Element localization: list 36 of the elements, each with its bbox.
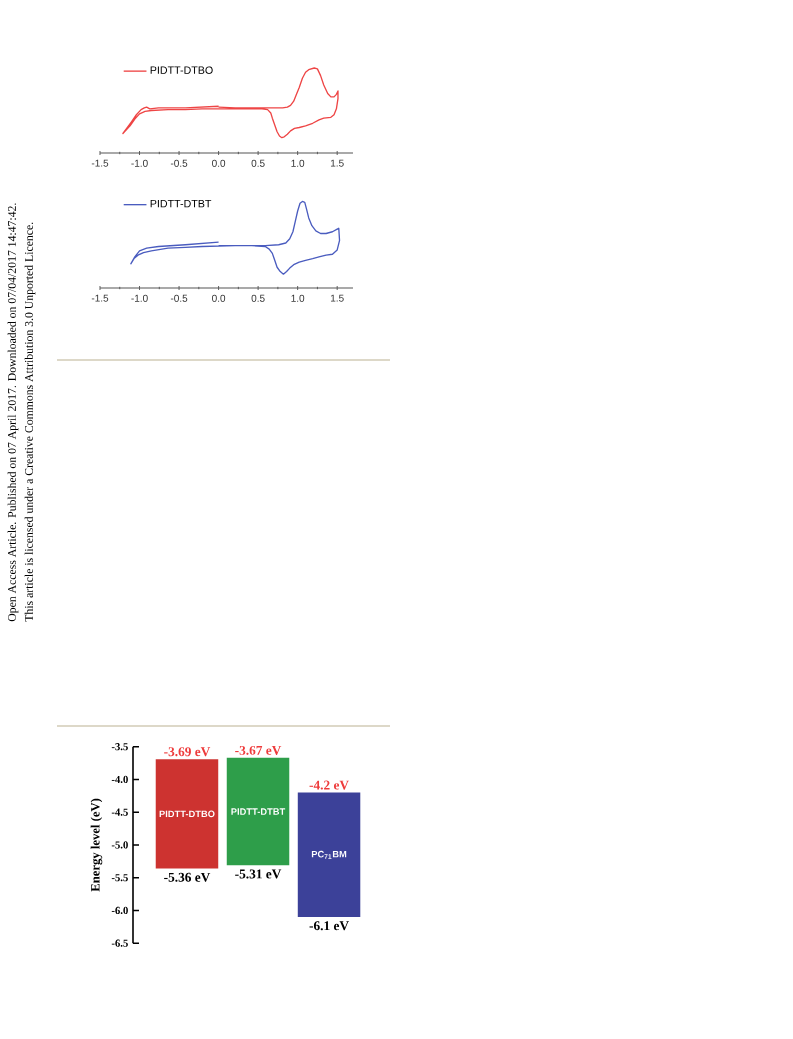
annotation: -3.67 eV [235, 745, 282, 755]
x-tick-label: 0.5 [251, 294, 265, 302]
x-tick-label: 0.0 [212, 159, 226, 167]
x-tick-label: -1.0 [131, 159, 148, 167]
x-tick-label: -0.5 [170, 294, 188, 302]
annotation: -3.69 eV [164, 747, 211, 757]
y-tick-label: -3.5 [111, 743, 128, 751]
x-tick-label: -0.5 [170, 159, 188, 167]
x-tick-label: 1.5 [330, 294, 344, 302]
annotation: -5.36 eV [164, 872, 211, 882]
annotation: -4.2 eV [309, 780, 349, 790]
x-tick-label: 0.5 [251, 159, 265, 167]
y-axis-title: Energy level (eV) [90, 798, 103, 892]
x-tick-label: -1.5 [91, 159, 109, 167]
x-tick-label: -1.5 [91, 294, 109, 302]
legend-label: PIDTT-DTBO [150, 66, 213, 74]
y-tick-label: -6.5 [111, 939, 128, 947]
y-tick-label: -4.0 [111, 775, 128, 784]
x-tick-label: 0.0 [212, 294, 226, 302]
y-tick-label: -5.0 [111, 841, 128, 849]
x-tick-label: -1.0 [131, 294, 148, 302]
annotation: -5.31 eV [235, 869, 282, 879]
bar [297, 792, 361, 918]
x-tick-label: PC$_{71}$BM [311, 850, 347, 859]
y-tick-label: -6.0 [111, 906, 128, 915]
x-tick-label: 1.0 [291, 294, 305, 302]
text: Open Access Article. Published on 07 April 2017. Downloaded on 07/04/2017 14:47:42. [7, 203, 19, 622]
x-tick-label: 1.5 [330, 159, 344, 167]
legend-label: PIDTT-DTBT [150, 200, 212, 208]
text: This article is licensed under a Creative Commons Attribution 3.0 Unported Licence. [24, 222, 36, 622]
annotation: -6.1 eV [309, 921, 349, 931]
y-tick-label: -4.5 [111, 808, 128, 816]
bar [226, 757, 290, 866]
y-tick-label: -5.5 [111, 874, 128, 882]
bar [155, 759, 219, 869]
x-tick-label: 1.0 [291, 159, 305, 167]
